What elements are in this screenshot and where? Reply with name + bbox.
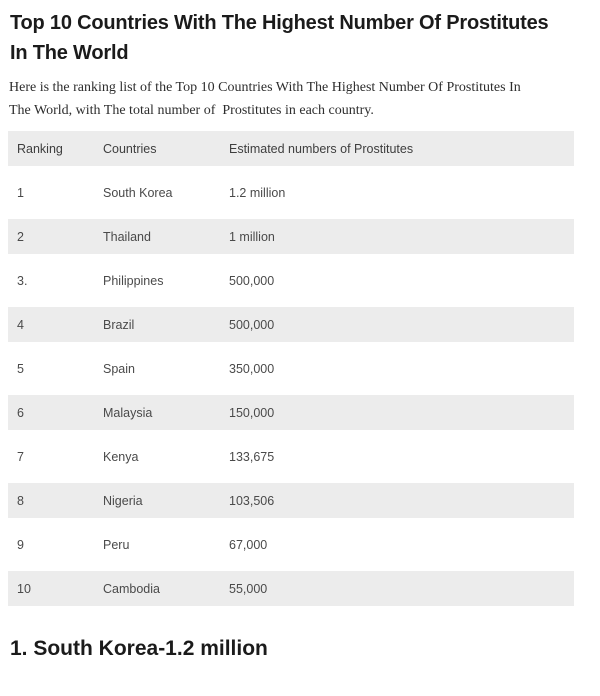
cell-ranking: 5 (8, 351, 94, 386)
cell-ranking: 3. (8, 263, 94, 298)
cell-estimate: 350,000 (220, 351, 574, 386)
table-row: 10 Cambodia 55,000 (8, 571, 574, 606)
intro-paragraph: Here is the ranking list of the Top 10 C… (9, 80, 521, 118)
cell-estimate: 500,000 (220, 307, 574, 342)
cell-ranking: 8 (8, 483, 94, 518)
cell-ranking: 1 (8, 175, 94, 210)
table-row: 1 South Korea 1.2 million (8, 175, 574, 210)
cell-country: Kenya (94, 439, 220, 474)
table-body: 1 South Korea 1.2 million 2 Thailand 1 m… (8, 175, 574, 606)
cell-country: Spain (94, 351, 220, 386)
cell-country: Nigeria (94, 483, 220, 518)
table-row: 5 Spain 350,000 (8, 351, 574, 386)
table-row: 7 Kenya 133,675 (8, 439, 574, 474)
cell-estimate: 55,000 (220, 571, 574, 606)
table-row: 6 Malaysia 150,000 (8, 395, 574, 430)
cell-ranking: 9 (8, 527, 94, 562)
article-content: Top 10 Countries With The Highest Number… (0, 8, 600, 661)
cell-country: Thailand (94, 219, 220, 254)
section-heading: 1. South Korea-1.2 million (10, 637, 268, 660)
table-header: Ranking Countries Estimated numbers of P… (8, 131, 574, 166)
table-row: 8 Nigeria 103,506 (8, 483, 574, 518)
column-header-countries: Countries (94, 131, 220, 166)
cell-estimate: 133,675 (220, 439, 574, 474)
cell-estimate: 1.2 million (220, 175, 574, 210)
table-row: 9 Peru 67,000 (8, 527, 574, 562)
cell-ranking: 10 (8, 571, 94, 606)
cell-estimate: 1 million (220, 219, 574, 254)
page-title: Top 10 Countries With The Highest Number… (10, 12, 549, 64)
ranking-table: Ranking Countries Estimated numbers of P… (8, 122, 574, 615)
cell-ranking: 4 (8, 307, 94, 342)
cell-ranking: 6 (8, 395, 94, 430)
table-row: 2 Thailand 1 million (8, 219, 574, 254)
cell-estimate: 103,506 (220, 483, 574, 518)
column-header-ranking: Ranking (8, 131, 94, 166)
cell-country: Peru (94, 527, 220, 562)
table-header-row: Ranking Countries Estimated numbers of P… (8, 131, 574, 166)
column-header-estimated-numbers: Estimated numbers of Prostitutes (220, 131, 574, 166)
table-row: 3. Philippines 500,000 (8, 263, 574, 298)
cell-ranking: 2 (8, 219, 94, 254)
cell-country: Brazil (94, 307, 220, 342)
cell-estimate: 67,000 (220, 527, 574, 562)
table-row: 4 Brazil 500,000 (8, 307, 574, 342)
cell-country: Philippines (94, 263, 220, 298)
cell-ranking: 7 (8, 439, 94, 474)
cell-country: Cambodia (94, 571, 220, 606)
cell-country: Malaysia (94, 395, 220, 430)
cell-estimate: 150,000 (220, 395, 574, 430)
cell-country: South Korea (94, 175, 220, 210)
cell-estimate: 500,000 (220, 263, 574, 298)
